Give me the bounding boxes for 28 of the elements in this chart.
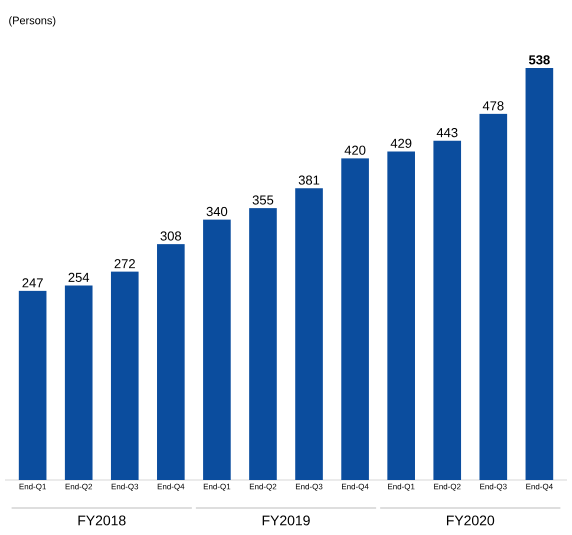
bar bbox=[295, 188, 323, 480]
bar bbox=[110, 272, 139, 480]
bar bbox=[157, 244, 185, 480]
data-label: 429 bbox=[390, 138, 412, 148]
text: FY2019 bbox=[262, 516, 310, 526]
bar bbox=[249, 208, 277, 480]
bar bbox=[433, 140, 462, 480]
data-label: 254 bbox=[68, 272, 90, 282]
data-label: 340 bbox=[206, 206, 228, 216]
data-label: 272 bbox=[114, 259, 135, 268]
data-label: 420 bbox=[344, 146, 366, 155]
data-label: 355 bbox=[252, 195, 274, 205]
data-label: 381 bbox=[298, 176, 320, 185]
bar bbox=[526, 68, 554, 480]
data-label: 538 bbox=[528, 55, 550, 64]
bar bbox=[387, 151, 415, 480]
data-label: 443 bbox=[436, 128, 458, 138]
y-axis-title: (Persons) bbox=[9, 16, 56, 26]
data-label: 247 bbox=[22, 278, 43, 288]
data-label: 308 bbox=[160, 231, 182, 241]
bar bbox=[18, 290, 46, 480]
bar bbox=[341, 158, 369, 480]
bar bbox=[64, 285, 93, 480]
data-label: 478 bbox=[482, 101, 504, 110]
text: FY2018 bbox=[78, 516, 126, 526]
bar bbox=[479, 114, 508, 480]
bar bbox=[203, 220, 231, 480]
text: FY2020 bbox=[446, 516, 494, 526]
